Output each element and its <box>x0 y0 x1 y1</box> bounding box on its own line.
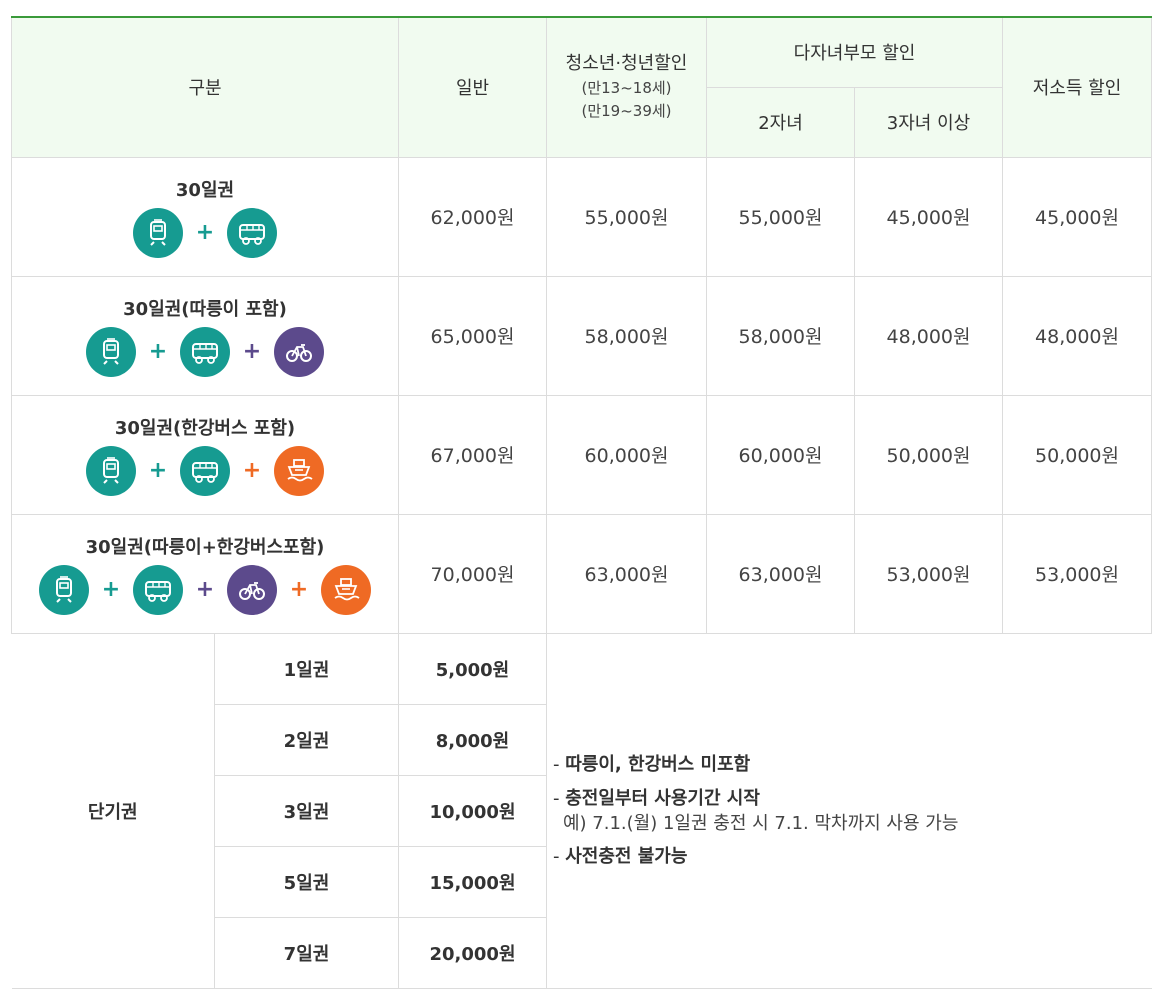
plus-icon: + <box>148 339 168 364</box>
pass-cell: 30일권(따릉이+한강버스포함) + + + <box>11 513 399 634</box>
note-item: - 따릉이, 한강버스 미포함 <box>553 753 751 775</box>
note-item: - 충전일부터 사용기간 시작 <box>553 787 760 809</box>
price-youth: 58,000원 <box>546 275 707 396</box>
short-term-days: 3일권 <box>214 774 399 847</box>
short-term-days: 7일권 <box>214 916 399 989</box>
note-text: 따릉이, 한강버스 미포함 <box>565 753 751 775</box>
short-term-label: 단기권 <box>11 632 215 989</box>
subway-icon <box>86 445 136 496</box>
pass-name: 30일권(따릉이+한강버스포함) <box>85 536 325 558</box>
subway-icon <box>39 564 89 615</box>
note-example: 예) 7.1.(월) 1일권 충전 시 7.1. 막차까지 사용 가능 <box>563 812 959 834</box>
pass-cell: 30일권 + <box>11 156 399 277</box>
price-youth: 63,000원 <box>546 513 707 634</box>
header-youth: 청소년·청년할인 (만13~18세) (만19~39세) <box>546 16 707 158</box>
ferry-icon <box>274 445 324 496</box>
header-general: 일반 <box>398 16 547 158</box>
header-youth-age1: (만13~18세) <box>581 79 672 98</box>
pass-row: 30일권(따릉이 포함) + + 65,000원 58,000원 58,000원… <box>11 275 1152 396</box>
bus-icon <box>180 445 230 496</box>
short-term-notes: - 따릉이, 한강버스 미포함 - 충전일부터 사용기간 시작 예) 7.1.(… <box>546 632 1152 989</box>
header-two-children: 2자녀 <box>706 86 855 158</box>
pass-row: 30일권(따릉이+한강버스포함) + + + 70,000원 63,000원 6… <box>11 513 1152 634</box>
price-low-income: 53,000원 <box>1002 513 1152 634</box>
short-term-days: 2일권 <box>214 703 399 776</box>
short-term-row: 7일권 20,000원 <box>12 916 1152 989</box>
bicycle-icon <box>274 326 324 377</box>
short-term-price: 8,000원 <box>398 703 547 776</box>
short-term-row: 3일권 10,000원 <box>12 774 1152 847</box>
price-youth: 60,000원 <box>546 394 707 515</box>
header-multi-child: 다자녀부모 할인 <box>706 16 1003 88</box>
short-term-price: 10,000원 <box>398 774 547 847</box>
price-low-income: 50,000원 <box>1002 394 1152 515</box>
header-low-income: 저소득 할인 <box>1002 16 1152 158</box>
pass-cell: 30일권(따릉이 포함) + + <box>11 275 399 396</box>
short-term-days: 1일권 <box>214 632 399 705</box>
pass-name: 30일권(한강버스 포함) <box>114 417 296 439</box>
plus-icon: + <box>101 577 121 602</box>
pass-row: 30일권 + 62,000원 55,000원 55,000원 45,000원 4… <box>11 156 1152 277</box>
plus-icon: + <box>195 220 215 245</box>
plus-icon: + <box>148 458 168 483</box>
plus-icon: + <box>289 577 309 602</box>
note-item: - 사전충전 불가능 <box>553 845 688 867</box>
fare-table: 구분 일반 청소년·청년할인 (만13~18세) (만19~39세) 다자녀부모… <box>11 16 1152 989</box>
price-three-children: 53,000원 <box>854 513 1003 634</box>
header-youth-label: 청소년·청년할인 <box>565 53 688 75</box>
plus-icon: + <box>242 458 262 483</box>
bicycle-icon <box>227 564 277 615</box>
short-term-price: 20,000원 <box>398 916 547 989</box>
ferry-icon <box>321 564 371 615</box>
bus-icon <box>180 326 230 377</box>
bus-icon <box>227 207 277 258</box>
price-general: 62,000원 <box>398 156 547 277</box>
short-term-days: 5일권 <box>214 845 399 918</box>
subway-icon <box>86 326 136 377</box>
fare-table-container: 구분 일반 청소년·청년할인 (만13~18세) (만19~39세) 다자녀부모… <box>11 16 1152 989</box>
price-general: 67,000원 <box>398 394 547 515</box>
price-three-children: 45,000원 <box>854 156 1003 277</box>
plus-icon: + <box>195 577 215 602</box>
short-term-price: 5,000원 <box>398 632 547 705</box>
price-three-children: 48,000원 <box>854 275 1003 396</box>
pass-cell: 30일권(한강버스 포함) + + <box>11 394 399 515</box>
price-low-income: 45,000원 <box>1002 156 1152 277</box>
price-two-children: 55,000원 <box>706 156 855 277</box>
pass-row: 30일권(한강버스 포함) + + 67,000원 60,000원 60,000… <box>11 394 1152 515</box>
pass-name: 30일권(따릉이 포함) <box>123 298 287 320</box>
price-two-children: 63,000원 <box>706 513 855 634</box>
note-text: 사전충전 불가능 <box>565 845 688 867</box>
header-youth-age2: (만19~39세) <box>581 102 672 121</box>
short-term-row: 단기권 1일권 5,000원 - 따릉이, 한강버스 미포함 - 충전일부터 사… <box>11 632 1152 989</box>
price-two-children: 58,000원 <box>706 275 855 396</box>
plus-icon: + <box>242 339 262 364</box>
short-term-row: 2일권 8,000원 <box>12 703 1152 776</box>
header-three-children: 3자녀 이상 <box>854 86 1003 158</box>
pass-name: 30일권 <box>175 179 235 201</box>
short-term-price: 15,000원 <box>398 845 547 918</box>
price-two-children: 60,000원 <box>706 394 855 515</box>
note-text: 충전일부터 사용기간 시작 <box>565 787 760 809</box>
header-category: 구분 <box>11 16 399 158</box>
price-three-children: 50,000원 <box>854 394 1003 515</box>
price-general: 65,000원 <box>398 275 547 396</box>
price-general: 70,000원 <box>398 513 547 634</box>
bus-icon <box>133 564 183 615</box>
price-youth: 55,000원 <box>546 156 707 277</box>
price-low-income: 48,000원 <box>1002 275 1152 396</box>
subway-icon <box>133 207 183 258</box>
